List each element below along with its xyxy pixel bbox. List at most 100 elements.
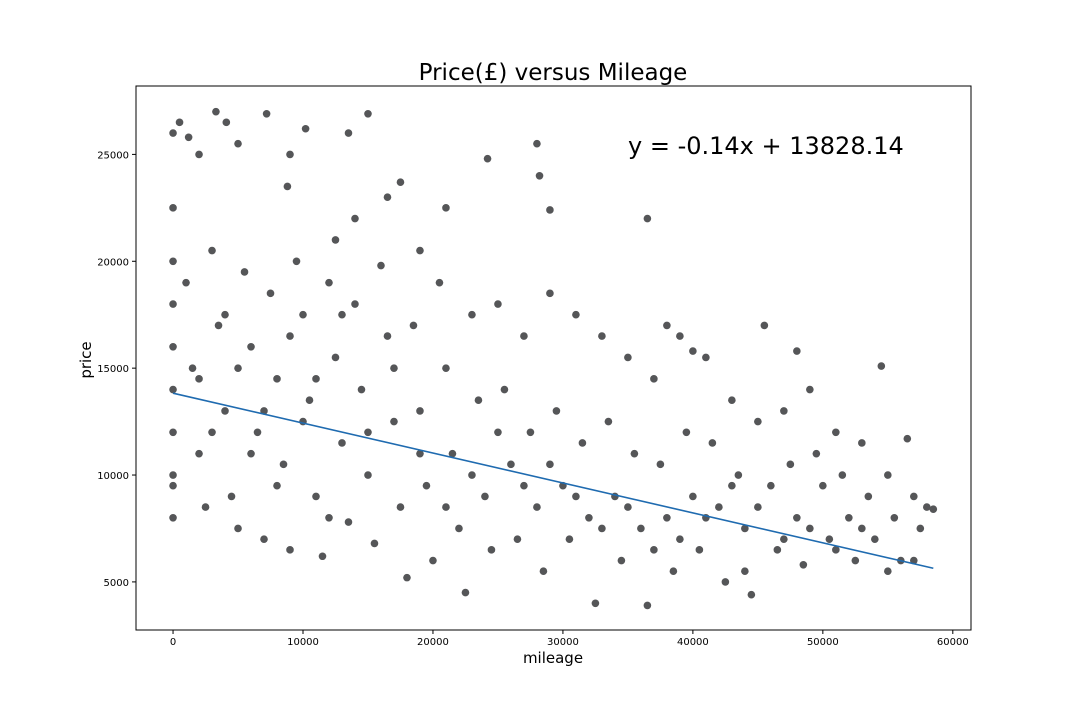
x-tick-label: 50000 [807,637,839,648]
scatter-point [520,481,528,490]
y-tick-label: 25000 [97,150,129,161]
scatter-point [845,513,853,522]
scatter-point [494,428,502,437]
scatter-point [535,171,544,180]
scatter-point [396,503,405,511]
scatter-point [760,321,769,330]
scatter-point [409,321,418,330]
scatter-point [208,428,216,437]
scatter-point [188,364,197,372]
scatter-point [715,503,723,511]
scatter-point [383,332,392,340]
scatter-point [247,449,255,458]
scatter-point [565,535,574,543]
scatter-point [357,385,366,394]
scatter-point [773,546,782,554]
scatter-point [442,204,450,212]
scatter-point [546,460,554,469]
scatter-point [689,492,697,501]
scatter-point [702,353,710,362]
scatter-point [331,236,340,244]
scatter-point [364,471,372,479]
scatter-point [650,375,658,383]
scatter-point [169,204,177,212]
scatter-point [767,481,775,490]
scatter-point [832,428,840,437]
scatter-point [793,347,801,355]
scatter-point [500,385,509,394]
scatter-point [344,518,353,526]
scatter-point [617,556,626,565]
scatter-point [910,492,918,501]
x-tick-label: 10000 [287,637,319,648]
scatter-point [578,439,587,447]
scatter-point [396,178,405,186]
scatter-point [728,481,736,490]
scatter-point [416,407,424,415]
scatter-point [169,428,177,437]
scatter-point [851,556,860,565]
scatter-point [429,556,437,565]
scatter-point [910,556,918,565]
scatter-point [169,342,177,351]
plot-frame [135,85,972,631]
scatter-point [858,439,866,447]
scatter-point [221,407,229,415]
scatter-point [222,118,231,127]
scatter-point [585,513,593,522]
scatter-point [390,417,398,426]
scatter-point [208,246,216,255]
scatter-point [643,214,652,223]
scatter-point [195,150,203,159]
scatter-point [923,503,931,511]
scatter-point [806,385,814,394]
scatter-point [864,492,873,501]
scatter-point [487,546,496,554]
scatter-point [195,375,203,383]
scatter-point [754,503,762,511]
scatter-point [695,546,704,554]
scatter-point [650,546,658,554]
scatter-point [513,535,522,543]
scatter-point [474,396,483,405]
scatter-point [455,524,463,533]
scatter-point [539,567,548,576]
scatter-point [708,439,717,447]
scatter-point [520,332,528,340]
scatter-point [682,428,691,437]
scatter-point [533,503,541,511]
scatter-point [390,364,398,372]
scatter-point [416,246,424,255]
scatter-point [169,471,177,479]
scatter-point [799,561,808,569]
scatter-point [364,109,372,118]
scatter-point [676,535,684,543]
x-axis-label: mileage [523,649,583,667]
scatter-point [338,439,346,447]
scatter-point [234,364,242,372]
scatter-point [637,524,645,533]
scatter-point [591,599,600,608]
scatter-point [169,257,177,266]
scatter-point [325,513,333,522]
scatter-point [572,310,580,319]
scatter-point [552,407,561,415]
scatter-point [604,417,613,426]
scatter-point [416,449,424,458]
scatter-point [370,539,379,548]
scatter-point [442,364,450,372]
scatter-point [663,321,671,330]
y-tick-label: 15000 [97,364,129,375]
scatter-point [422,481,431,490]
regression-line [172,392,934,570]
scatter-point [169,513,177,522]
scatter-point [656,460,665,469]
scatter-point [786,460,795,469]
y-axis-label: price [77,341,95,378]
scatter-point [903,434,912,443]
scatter-point [169,300,177,308]
scatter-point [195,449,203,458]
scatter-point [806,524,814,533]
scatter-point [747,590,756,599]
